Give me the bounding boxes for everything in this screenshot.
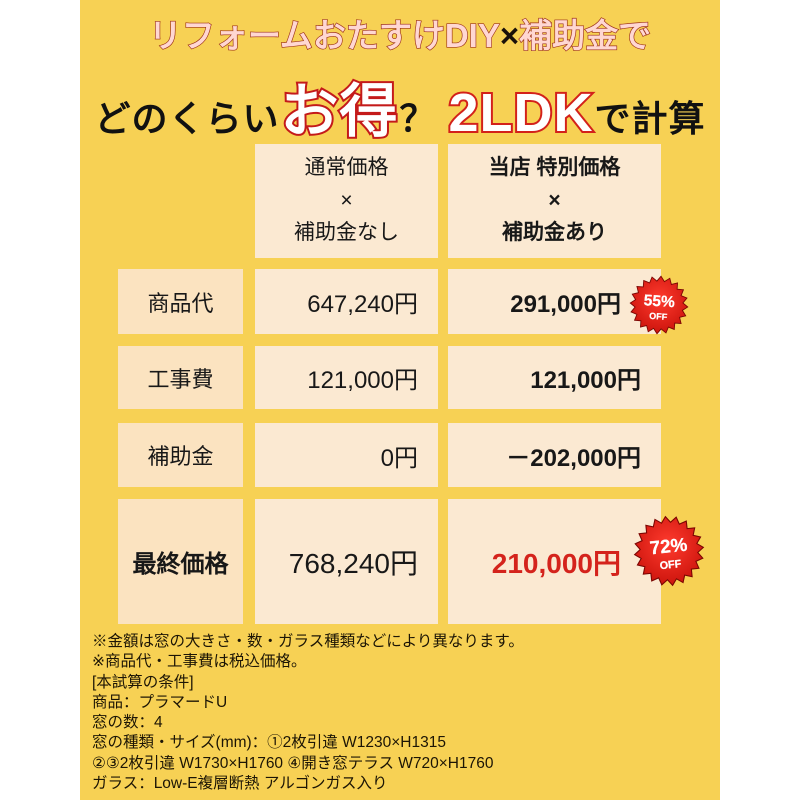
svg-text:OFF: OFF bbox=[659, 558, 682, 572]
svg-text:55%: 55% bbox=[643, 292, 675, 311]
svg-text:72%: 72% bbox=[649, 534, 689, 559]
svg-text:OFF: OFF bbox=[649, 311, 668, 322]
